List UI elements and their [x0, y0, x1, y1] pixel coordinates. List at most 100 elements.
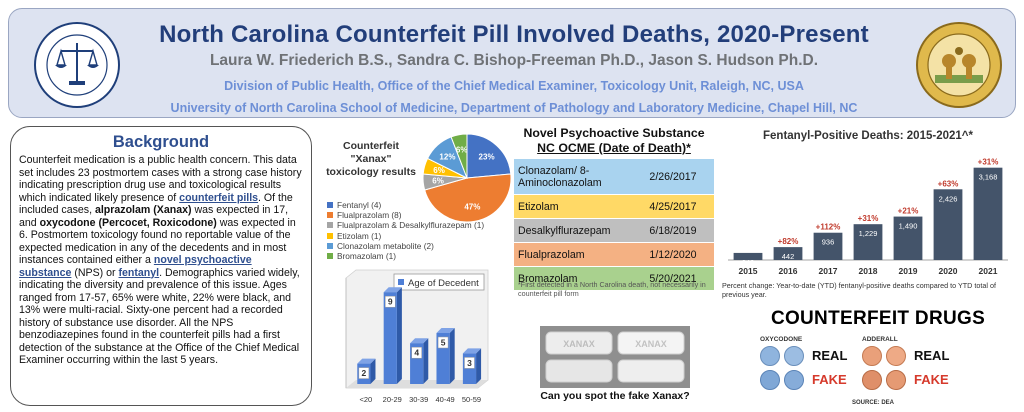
xanax-bars-image: XANAX XANAX — [540, 326, 690, 388]
age-bar-top — [357, 358, 376, 364]
age-bar-side — [423, 338, 429, 384]
age-value-box — [385, 295, 396, 308]
age-bar-top — [383, 287, 402, 293]
fentanyl-change-label-2: +112% — [816, 223, 841, 232]
fentanyl-value-label-0: 243 — [742, 258, 755, 267]
nps-table: Clonazolam/ 8-Aminoclonazolam 2/26/2017 Et… — [514, 158, 714, 290]
counterfeit-pills-link[interactable]: counterfeit pills — [179, 191, 259, 204]
fentanyl-bar-5 — [933, 189, 963, 260]
age-bar-top — [436, 328, 455, 333]
real-adderall-pill-2-icon — [886, 346, 906, 366]
fentanyl-change-label-4: +21% — [898, 207, 919, 216]
pie-slice-label-5: 6% — [456, 145, 468, 154]
background-title: Background — [112, 133, 210, 151]
background-panel: Background Counterfeit medication is a p… — [10, 126, 312, 406]
age-bar-1 — [383, 292, 397, 384]
background-p5: (NPS) or — [71, 266, 119, 279]
age-value-label-3: 5 — [441, 338, 446, 348]
fentanyl-chart-note: Percent change: Year-to-date (YTD) fenta… — [722, 281, 996, 299]
real-oxycodone-pill-2-icon — [784, 346, 804, 366]
age-value-box — [437, 336, 449, 349]
age-value-label-2: 4 — [414, 348, 419, 358]
age-category-label-3: 40-49 — [435, 395, 454, 404]
age-value-box — [411, 346, 422, 359]
pie-legend-item: Fentanyl (4) — [327, 200, 517, 210]
pie-slice-0 — [466, 133, 512, 179]
fentanyl-year-label-1: 2016 — [779, 266, 798, 276]
fentanyl-year-label-5: 2020 — [939, 266, 958, 276]
affiliation-2: University of North Carolina School of M… — [170, 101, 858, 115]
counterfeit-drugs-title: COUNTERFEIT DRUGS — [770, 308, 986, 329]
nps-drug: Bromazolam — [518, 272, 578, 285]
fentanyl-change-label-3: +31% — [858, 214, 879, 223]
fentanyl-value-label-2: 936 — [822, 238, 835, 247]
real-oxycodone-pill-icon — [760, 346, 780, 366]
nps-date: 2/26/2017 — [649, 170, 697, 183]
age-category-label-0: <20 — [360, 395, 373, 404]
age-legend-box — [393, 273, 485, 291]
age-bar-side — [396, 287, 402, 384]
adderall-real-label: REAL — [914, 348, 950, 363]
background-p1: Counterfeit medication is a public healt… — [19, 154, 302, 204]
fentanyl-chart-title: Fentanyl-Positive Deaths: 2015-2021^* — [763, 130, 973, 142]
pie-legend-item: Bromazolam (1) — [327, 251, 517, 261]
pie-slice-label-2: 6% — [432, 177, 444, 186]
fake-adderall-pill-icon — [862, 370, 882, 390]
poster-title: North Carolina Counterfeit Pill Involved… — [159, 21, 869, 48]
nps-date: 5/20/2021 — [649, 272, 697, 285]
pie-legend-item: Flualprazolam (8) — [327, 210, 517, 220]
nps-date: 4/25/2017 — [649, 200, 697, 213]
toxicology-pie-chart: 23%47%6%6%12%6% — [422, 133, 512, 223]
fake-oxycodone-pill-2-icon — [784, 370, 804, 390]
pie-slice-1 — [424, 173, 512, 223]
fentanyl-year-label-2: 2017 — [819, 266, 838, 276]
alprazolam-text: alprazolam (Xanax) — [94, 204, 192, 216]
pie-legend-label: Fentanyl (4) — [337, 200, 382, 211]
fentanyl-value-label-5: 2,426 — [939, 194, 958, 203]
background-p3: was expected in 17, and — [19, 204, 289, 229]
pie-legend-label: Clonazolam metabolite (2) — [337, 240, 434, 251]
pie-legend-label: Bromazolam (1) — [337, 251, 397, 262]
pie-legend-item: Etizolam (1) — [327, 231, 517, 241]
fentanyl-bar-2 — [813, 232, 843, 260]
oxycodone-text: oxycodone (Percocet, Roxicodone) — [39, 216, 217, 229]
age-category-label-4: 50-59 — [462, 395, 481, 404]
counterfeit-source: SOURCE: DEA — [851, 400, 894, 406]
pie-slice-5 — [450, 133, 468, 179]
real-adderall-pill-icon — [862, 346, 882, 366]
fentanyl-value-label-6: 3,168 — [979, 173, 998, 182]
affiliation-1: Division of Public Health, Office of the… — [224, 79, 804, 93]
pie-legend-swatch — [327, 242, 333, 249]
fentanyl-year-label-0: 2015 — [739, 266, 758, 276]
authors: Laura W. Friederich B.S., Sandra C. Bish… — [209, 52, 819, 69]
pie-slice-label-1: 47% — [464, 203, 480, 212]
nps-title-line1: Novel Psychoactive Substance — [523, 126, 705, 140]
pie-legend: Fentanyl (4) Flualprazolam (8) Flualprazol… — [327, 200, 517, 261]
age-category-label-1: 20-29 — [383, 395, 402, 404]
nps-drug: Desalkylflurazepam — [518, 224, 611, 237]
fentanyl-year-label-3: 2018 — [859, 266, 878, 276]
nps-drug: Etizolam — [518, 200, 559, 213]
pill-photo-caption: Can you spot the fake Xanax? — [540, 390, 690, 402]
nps-row: Bromazolam 5/20/2021 — [514, 266, 714, 290]
fentanyl-link[interactable]: fentanyl — [118, 266, 160, 279]
nps-link[interactable]: novel psychoactive substance — [19, 254, 252, 279]
age-value-label-1: 9 — [388, 297, 393, 307]
pill-imprint-1: XANAX — [563, 339, 595, 349]
age-bar-side — [370, 358, 376, 384]
fentanyl-bar-0 — [733, 252, 763, 260]
age-legend-swatch — [398, 279, 404, 285]
fake-xanax-photo: XANAX XANAX — [540, 326, 690, 388]
age-bar-top — [410, 338, 429, 344]
nps-title-line2: NC OCME (Date of Death)* — [537, 141, 691, 155]
fentanyl-value-label-4: 1,490 — [899, 222, 918, 231]
age-value-box — [464, 357, 475, 369]
fentanyl-bar-4 — [893, 216, 923, 260]
pie-slice-label-3: 6% — [433, 166, 445, 175]
fentanyl-change-label-5: +63% — [938, 179, 959, 188]
fake-adderall-pill-2-icon — [886, 370, 906, 390]
pill-imprint-2: XANAX — [635, 339, 667, 349]
age-value-label-0: 2 — [362, 368, 367, 378]
adderall-label: ADDERALL — [862, 336, 898, 343]
